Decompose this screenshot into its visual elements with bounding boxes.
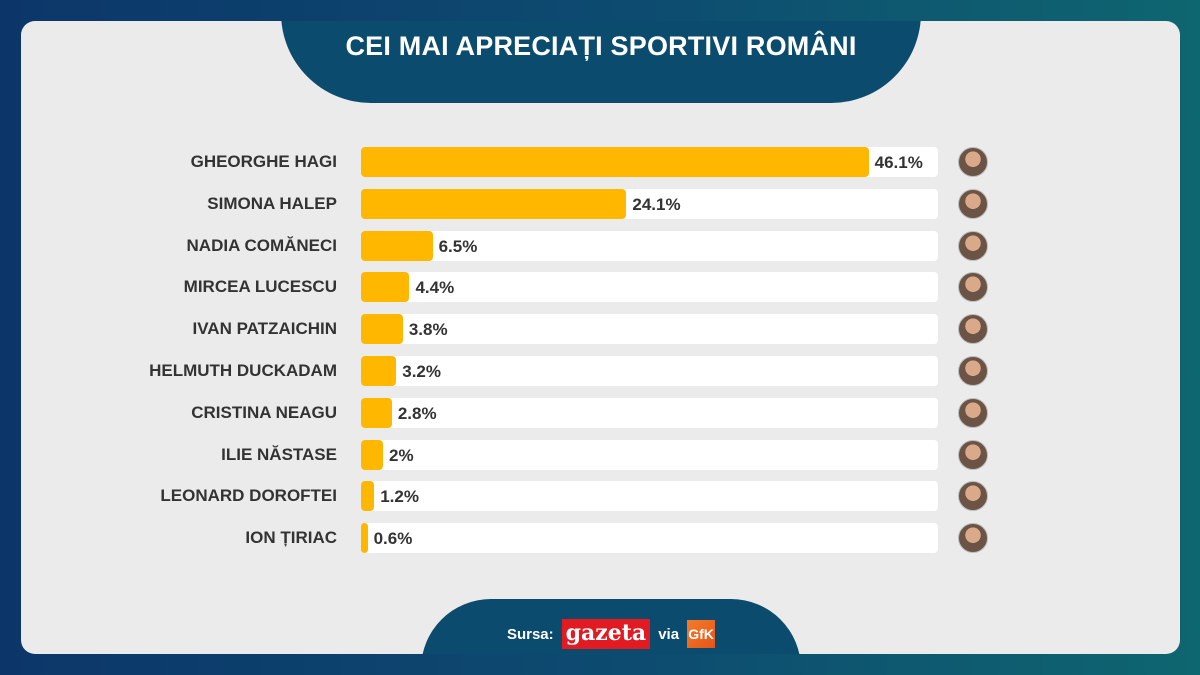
source-banner: Sursa: gazeta via GfK (421, 599, 801, 654)
athlete-photo (958, 272, 988, 303)
bar (361, 314, 403, 345)
source-label: Sursa: (506, 625, 554, 643)
category-label: IVAN PATZAICHIN (192, 319, 338, 339)
category-label: HELMUTH DUCKADAM (149, 361, 337, 380)
bar (361, 439, 384, 470)
athlete-photo (958, 481, 988, 512)
bar (361, 230, 433, 261)
athlete-photo (958, 188, 988, 219)
data-label: 3.8% (408, 320, 448, 340)
gazeta-logo: gazeta (561, 619, 651, 649)
bar-track: 6.5% (361, 230, 938, 261)
bar-row: ION ȚIRIAC 0.6% (21, 522, 1180, 554)
data-label: 46.1% (874, 153, 923, 172)
category-label: SIMONA HALEP (207, 193, 337, 213)
bar (361, 188, 627, 219)
bar-track: 2% (361, 439, 938, 470)
athlete-photo (958, 439, 988, 470)
data-label: 2.8% (397, 403, 437, 423)
data-label: 4.4% (415, 278, 455, 298)
via-text: via (658, 625, 680, 643)
bar-row: SIMONA HALEP 24.1% (21, 188, 1180, 220)
bar (361, 523, 368, 554)
category-label: LEONARD DOROFTEI (160, 486, 337, 506)
data-label: 1.2% (380, 487, 419, 507)
category-label: ILIE NĂSTASE (221, 444, 337, 464)
category-label: NADIA COMĂNECI (186, 235, 337, 255)
bar-track: 46.1% (361, 147, 938, 177)
data-label: 0.6% (373, 529, 413, 549)
bar-track: 2.8% (361, 397, 938, 428)
athlete-photo (958, 147, 988, 177)
athlete-photo (958, 230, 988, 261)
category-label: MIRCEA LUCESCU (183, 277, 337, 297)
category-label: GHEORGHE HAGI (190, 152, 337, 171)
data-label: 3.2% (402, 362, 441, 381)
bar (361, 481, 375, 512)
bar (361, 147, 869, 177)
bar-row: NADIA COMĂNECI 6.5% (21, 230, 1180, 262)
bar-row: LEONARD DOROFTEI 1.2% (21, 480, 1180, 512)
bar (361, 272, 410, 303)
bar-track: 3.2% (361, 356, 938, 386)
bar-row: HELMUTH DUCKADAM 3.2% (21, 355, 1180, 387)
bar-track: 1.2% (361, 481, 938, 512)
bar-track: 4.4% (361, 272, 938, 303)
chart-title: CEI MAI APRECIAȚI SPORTIVI ROMÂNI (345, 31, 857, 61)
data-label: 2% (389, 445, 414, 465)
bar-track: 24.1% (361, 188, 938, 219)
data-label: 6.5% (438, 236, 478, 256)
chart-card: CEI MAI APRECIAȚI SPORTIVI ROMÂNI GHEORG… (21, 21, 1180, 654)
bar-row: ILIE NĂSTASE 2% (21, 439, 1180, 471)
title-banner: CEI MAI APRECIAȚI SPORTIVI ROMÂNI (281, 21, 921, 103)
athlete-photo (958, 356, 988, 386)
bar-track: 0.6% (361, 523, 938, 554)
athlete-photo (958, 314, 988, 345)
gfk-logo: GfK (687, 620, 716, 648)
category-label: CRISTINA NEAGU (191, 402, 337, 422)
bar (361, 356, 397, 386)
athlete-photo (958, 523, 988, 554)
bar-row: CRISTINA NEAGU 2.8% (21, 397, 1180, 429)
athlete-photo (958, 397, 988, 428)
bar-row: IVAN PATZAICHIN 3.8% (21, 313, 1180, 345)
bar (361, 397, 392, 428)
category-label: ION ȚIRIAC (245, 528, 337, 548)
bar-row: GHEORGHE HAGI 46.1% (21, 146, 1180, 178)
bar-row: MIRCEA LUCESCU 4.4% (21, 271, 1180, 303)
bar-track: 3.8% (361, 314, 938, 345)
data-label: 24.1% (632, 194, 681, 214)
